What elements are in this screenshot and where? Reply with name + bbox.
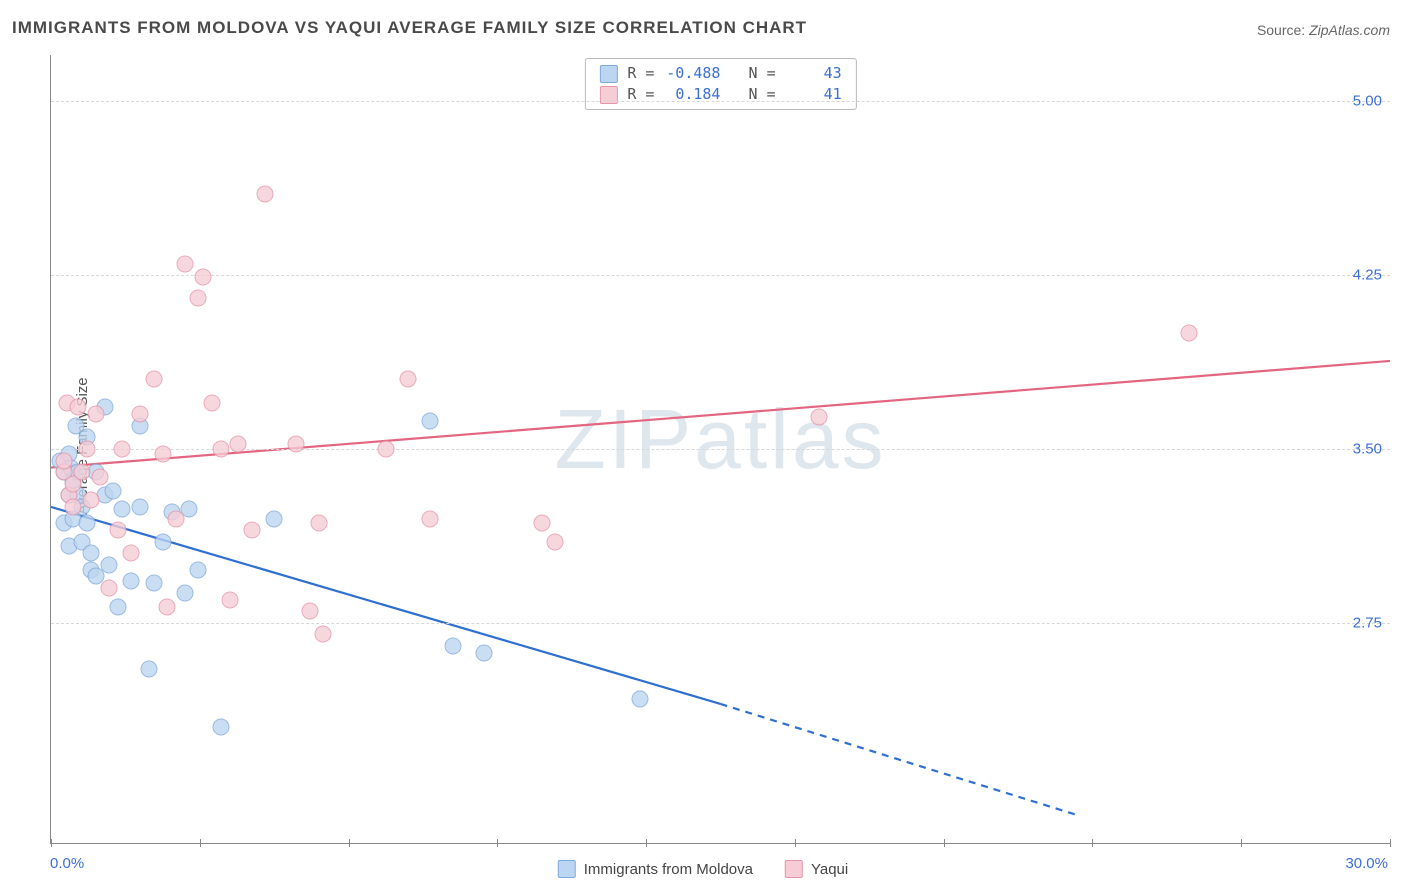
data-point-moldova <box>145 575 162 592</box>
data-point-yaqui <box>154 445 171 462</box>
legend-item-yaqui: Yaqui <box>785 860 848 878</box>
data-point-yaqui <box>315 626 332 643</box>
legend-item-moldova: Immigrants from Moldova <box>558 860 753 878</box>
x-tick <box>1390 839 1391 847</box>
data-point-yaqui <box>810 408 827 425</box>
data-point-yaqui <box>123 545 140 562</box>
data-point-yaqui <box>87 406 104 423</box>
gridline <box>51 275 1390 276</box>
data-point-yaqui <box>221 591 238 608</box>
data-point-moldova <box>114 501 131 518</box>
y-tick-label: 3.50 <box>1353 441 1382 458</box>
x-tick <box>1241 839 1242 847</box>
x-tick <box>795 839 796 847</box>
data-point-yaqui <box>167 510 184 527</box>
source-credit: Source: ZipAtlas.com <box>1257 22 1390 38</box>
data-point-yaqui <box>1181 325 1198 342</box>
data-point-yaqui <box>301 603 318 620</box>
x-tick <box>646 839 647 847</box>
data-point-moldova <box>444 638 461 655</box>
data-point-moldova <box>109 598 126 615</box>
data-point-yaqui <box>83 491 100 508</box>
x-axis-min: 0.0% <box>50 855 84 872</box>
data-point-yaqui <box>132 406 149 423</box>
legend-swatch <box>599 65 617 83</box>
data-point-yaqui <box>257 186 274 203</box>
x-axis-max: 30.0% <box>1345 855 1388 872</box>
data-point-moldova <box>212 719 229 736</box>
data-point-yaqui <box>92 468 109 485</box>
source-name: ZipAtlas.com <box>1309 22 1390 38</box>
data-point-yaqui <box>114 441 131 458</box>
data-point-yaqui <box>310 515 327 532</box>
plot-area: ZIPatlas R =-0.488 N =43R =0.184 N =41 2… <box>50 55 1390 844</box>
data-point-moldova <box>475 644 492 661</box>
data-point-yaqui <box>243 522 260 539</box>
y-tick-label: 2.75 <box>1353 614 1382 631</box>
data-point-moldova <box>422 413 439 430</box>
x-tick <box>944 839 945 847</box>
data-point-yaqui <box>159 598 176 615</box>
legend-r-value: -0.488 <box>664 63 720 84</box>
gridline <box>51 623 1390 624</box>
data-point-moldova <box>83 545 100 562</box>
data-point-moldova <box>266 510 283 527</box>
gridline <box>51 101 1390 102</box>
data-point-yaqui <box>194 269 211 286</box>
data-point-moldova <box>154 533 171 550</box>
legend-n-label: N = <box>730 63 775 84</box>
data-point-moldova <box>105 482 122 499</box>
series-legend: Immigrants from Moldova Yaqui <box>558 860 848 878</box>
legend-n-value: 43 <box>786 63 842 84</box>
data-point-yaqui <box>190 290 207 307</box>
data-point-yaqui <box>74 464 91 481</box>
legend-label: Immigrants from Moldova <box>584 861 753 878</box>
watermark: ZIPatlas <box>554 391 886 488</box>
x-tick <box>200 839 201 847</box>
legend-row-moldova: R = -0.488 N = 43 <box>599 63 841 84</box>
gridline <box>51 449 1390 450</box>
data-point-moldova <box>632 691 649 708</box>
x-tick <box>51 839 52 847</box>
data-point-yaqui <box>203 394 220 411</box>
legend-label: Yaqui <box>811 861 848 878</box>
legend-swatch <box>785 860 803 878</box>
data-point-moldova <box>78 515 95 532</box>
data-point-yaqui <box>101 580 118 597</box>
data-point-moldova <box>176 584 193 601</box>
x-tick <box>497 839 498 847</box>
data-point-moldova <box>101 556 118 573</box>
chart-title: IMMIGRANTS FROM MOLDOVA VS YAQUI AVERAGE… <box>12 18 807 38</box>
x-tick <box>349 839 350 847</box>
data-point-yaqui <box>212 441 229 458</box>
legend-r-label: R = <box>627 63 654 84</box>
x-tick <box>1092 839 1093 847</box>
source-prefix: Source: <box>1257 22 1309 38</box>
data-point-yaqui <box>176 255 193 272</box>
data-point-moldova <box>141 661 158 678</box>
data-point-yaqui <box>78 441 95 458</box>
y-tick-label: 5.00 <box>1353 93 1382 110</box>
data-point-yaqui <box>69 399 86 416</box>
data-point-yaqui <box>230 436 247 453</box>
data-point-yaqui <box>65 498 82 515</box>
data-point-yaqui <box>56 452 73 469</box>
data-point-yaqui <box>377 441 394 458</box>
data-point-yaqui <box>109 522 126 539</box>
data-point-yaqui <box>533 515 550 532</box>
data-point-yaqui <box>145 371 162 388</box>
data-point-moldova <box>132 498 149 515</box>
legend-swatch <box>558 860 576 878</box>
data-point-moldova <box>190 561 207 578</box>
data-point-moldova <box>123 573 140 590</box>
data-point-yaqui <box>288 436 305 453</box>
data-point-yaqui <box>422 510 439 527</box>
y-tick-label: 4.25 <box>1353 267 1382 284</box>
data-point-yaqui <box>547 533 564 550</box>
data-point-yaqui <box>400 371 417 388</box>
